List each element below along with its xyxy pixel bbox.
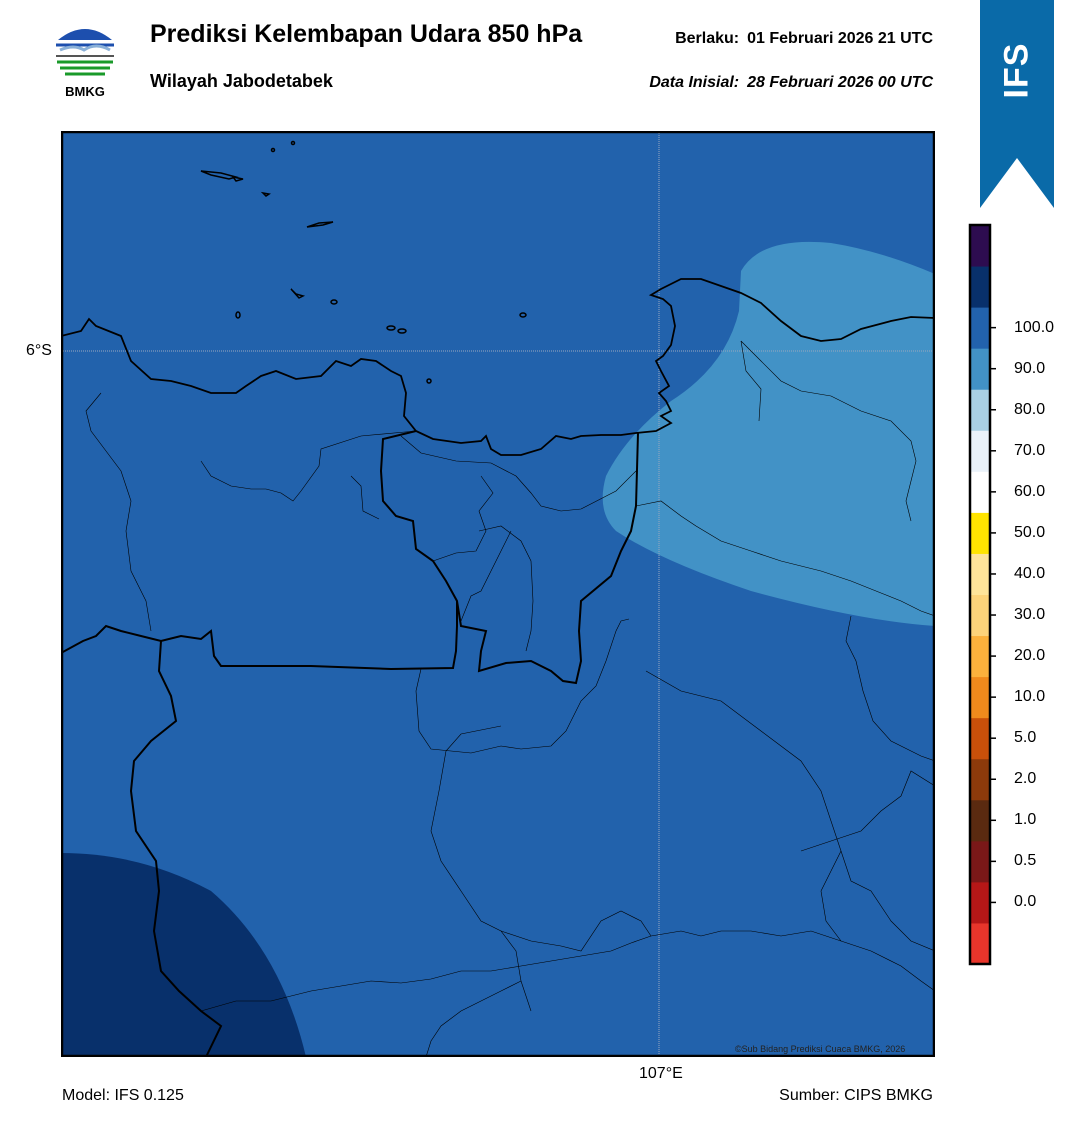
island [426, 378, 432, 384]
colorbar-swatch [971, 471, 989, 513]
page-subtitle: Wilayah Jabodetabek [150, 71, 333, 91]
page-title: Prediksi Kelembapan Udara 850 hPa [150, 20, 583, 48]
colorbar-swatch [971, 758, 989, 801]
colorbar-swatch [971, 881, 989, 924]
island [306, 221, 334, 228]
map-credit: ©Sub Bidang Prediksi Cuaca BMKG, 2026 [735, 1044, 906, 1054]
colorbar-swatch [971, 635, 989, 678]
banner-ribbon-icon [980, 0, 1054, 208]
island [200, 170, 239, 180]
banner-text: IFS [997, 42, 1036, 98]
colorbar-tick-label: 20.0 [1014, 647, 1046, 665]
colorbar-swatch [971, 389, 989, 431]
colorbar [968, 222, 998, 967]
island [397, 328, 407, 334]
colorbar-swatch [971, 307, 989, 349]
colorbar-swatch [971, 717, 989, 760]
province-boundary-jakarta-banten-jabar [379, 430, 639, 685]
regency-boundaries [85, 340, 935, 1057]
island [235, 311, 241, 319]
colorbar-swatch [971, 430, 989, 472]
longitude-label: 107°E [639, 1065, 683, 1082]
colorbar-tick-label: 2.0 [1014, 770, 1037, 788]
source-label: Sumber: CIPS BMKG [779, 1087, 933, 1104]
humidity-map [60, 130, 936, 1058]
colorbar-tick-label: 10.0 [1014, 688, 1046, 706]
colorbar-swatch [971, 922, 989, 965]
colorbar-tick-label: 40.0 [1014, 564, 1046, 582]
island [519, 312, 527, 318]
colorbar-swatch [971, 799, 989, 842]
logo-text: BMKG [65, 84, 105, 99]
colorbar-swatches [968, 223, 996, 966]
island [290, 140, 296, 146]
valid-label: Berlaku: [675, 30, 740, 47]
colorbar-tick-label: 70.0 [1014, 441, 1046, 459]
colorbar-swatch [971, 348, 989, 390]
colorbar-tick-label: 1.0 [1014, 811, 1037, 829]
colorbar-swatch [971, 676, 989, 719]
model-banner: IFS [980, 0, 1054, 210]
init-value: 28 Februari 2026 00 UTC [747, 74, 933, 91]
colorbar-swatch [971, 512, 989, 554]
colorbar-swatch [971, 594, 989, 637]
colorbar-tick-label: 100.0 [1014, 318, 1055, 336]
island [231, 175, 244, 182]
coastline [61, 278, 935, 456]
province-boundary-west [61, 601, 458, 671]
island [290, 288, 306, 299]
colorbar-tick-label: 30.0 [1014, 606, 1046, 624]
bmkg-emblem-icon [55, 22, 115, 82]
colorbar-swatch [971, 266, 989, 308]
valid-time: Berlaku: 01 Februari 2026 21 UTC [675, 30, 933, 48]
colorbar-tick-label: 0.5 [1014, 852, 1037, 870]
colorbar-swatch [971, 553, 989, 595]
island [330, 299, 338, 305]
init-time: Data Inisial: 28 Februari 2026 00 UTC [649, 74, 933, 92]
init-label: Data Inisial: [649, 74, 740, 91]
colorbar-tick-label: 5.0 [1014, 729, 1037, 747]
map-canvas [60, 130, 936, 1058]
colorbar-tick-label: 0.0 [1014, 893, 1037, 911]
colorbar-tick-label: 60.0 [1014, 482, 1046, 500]
latitude-label: 6°S [26, 342, 52, 359]
colorbar-tick-label: 90.0 [1014, 359, 1046, 377]
colorbar-swatch [971, 840, 989, 883]
valid-value: 01 Februari 2026 21 UTC [747, 30, 933, 47]
colorbar-tick-label: 80.0 [1014, 400, 1046, 418]
colorbar-swatch [971, 225, 989, 267]
bmkg-logo: BMKG [52, 20, 118, 104]
humidity-field-70-80 [602, 241, 935, 626]
island [260, 191, 271, 197]
model-label: Model: IFS 0.125 [62, 1087, 184, 1104]
colorbar-tick-label: 50.0 [1014, 523, 1046, 541]
map-frame [60, 130, 936, 1058]
province-boundary-banten-jabar [129, 640, 223, 1057]
humidity-field-90-100 [61, 853, 306, 1057]
colorbar-frame [968, 223, 992, 966]
island [270, 147, 276, 153]
island [386, 325, 396, 331]
